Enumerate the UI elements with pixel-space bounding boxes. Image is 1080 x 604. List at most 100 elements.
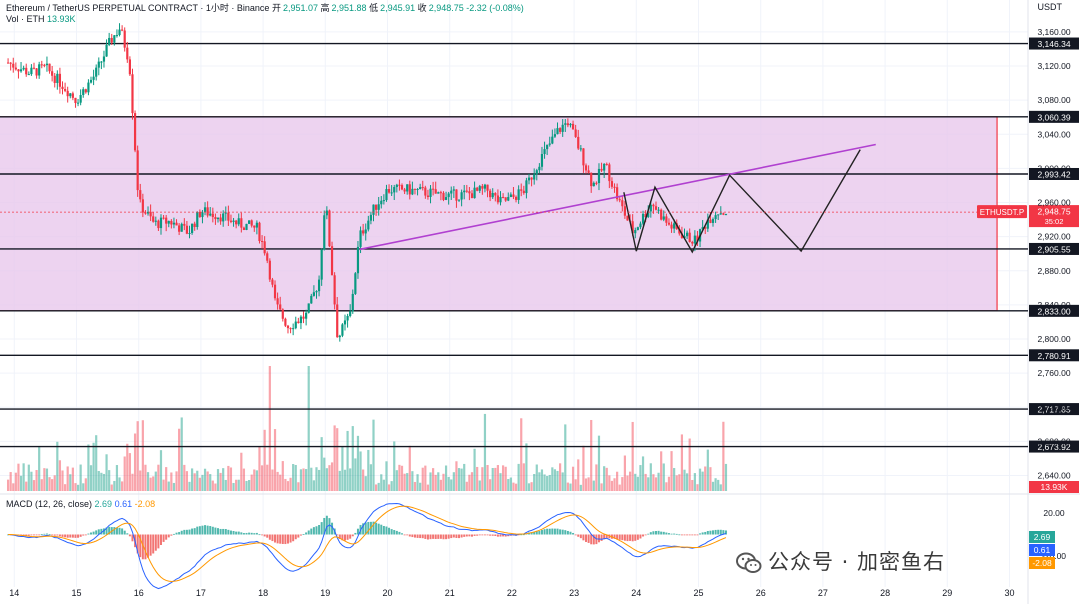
candle-body-245	[641, 213, 645, 224]
volume-bar-203	[533, 474, 536, 491]
macd-hist-62	[167, 534, 170, 538]
macd-layer	[7, 503, 727, 590]
volume-bar-80	[214, 483, 217, 491]
candle-body-89	[237, 218, 240, 225]
macd-hist-122	[323, 517, 326, 535]
volume-bar-210	[551, 467, 554, 491]
x-tick-16: 30	[1004, 588, 1014, 598]
macd-hist-32	[90, 532, 93, 535]
level-label-7: 2,673.92	[1037, 442, 1070, 452]
volume-bar-241	[631, 421, 634, 491]
macd-hist-29	[82, 534, 85, 536]
macd-hist-155	[408, 534, 411, 537]
candle-body-75	[201, 212, 204, 218]
macd-hist-254	[665, 532, 668, 535]
macd-hist-72	[193, 528, 196, 535]
macd-hist-35	[97, 529, 100, 535]
open-value: 2,951.07	[282, 3, 318, 13]
candle-body-156	[411, 188, 414, 195]
candle-body-269	[704, 227, 707, 229]
volume-bar-204	[535, 464, 538, 491]
volume-bar-46	[126, 443, 129, 491]
macd-hist-100	[266, 534, 269, 538]
volume-bar-198	[520, 418, 523, 491]
candle-body-255	[667, 222, 671, 225]
macd-hist-129	[341, 534, 344, 541]
volume-bar-169	[444, 465, 448, 491]
macd-hist-208	[546, 528, 549, 535]
volume-bar-162	[426, 484, 430, 491]
volume-bar-271	[709, 467, 712, 491]
candle-body-129	[341, 324, 344, 336]
trendline	[359, 143, 876, 251]
candle-body-96	[255, 222, 258, 228]
macd-legend: MACD (12, 26, close) 2.69 0.61 -2.08	[6, 499, 155, 509]
volume-bar-255	[667, 476, 671, 491]
volume-bar-112	[297, 482, 300, 491]
macd-hist-106	[281, 534, 284, 544]
macd-hist-131	[346, 534, 349, 540]
macd-hist-97	[258, 534, 261, 536]
low-value: 2,945.91	[380, 3, 416, 13]
candle-body-172	[452, 189, 455, 191]
macd-hist-36	[100, 528, 103, 535]
candle-body-186	[489, 190, 492, 198]
candle-body-251	[657, 209, 660, 211]
volume-bar-168	[442, 473, 445, 491]
candle-body-29	[82, 89, 85, 96]
volume-bar-22	[63, 484, 67, 491]
volume-bar-7	[25, 481, 28, 491]
volume-bar-81	[216, 469, 220, 491]
candle-body-209	[548, 143, 551, 145]
candle-body-259	[678, 229, 681, 234]
candle-body-163	[429, 188, 432, 197]
volume-bar-156	[411, 471, 414, 491]
level-label-6: 2,717.85	[1037, 405, 1070, 415]
candle-body-45	[123, 30, 126, 48]
volume-bar-101	[268, 366, 271, 491]
volume-bar-37	[102, 473, 106, 491]
candle-body-4	[17, 69, 20, 72]
volume-bar-132	[349, 468, 352, 491]
macd-hist-81	[217, 528, 220, 535]
macd-hist-250	[654, 530, 657, 535]
macd-hist-182	[478, 534, 481, 536]
volume-bar-120	[317, 469, 321, 491]
candle-body-67	[180, 223, 183, 232]
macd-hist-232	[608, 534, 611, 539]
volume-bar-201	[527, 483, 531, 491]
macd-hist-64	[172, 533, 175, 535]
volume-bar-118	[312, 480, 315, 491]
macd-hist-185	[486, 534, 489, 536]
macd-hist-109	[289, 534, 292, 543]
level-badge-7	[1029, 440, 1079, 453]
y-tick-5: 2,960.00	[1037, 198, 1070, 208]
macd-hist-261	[683, 534, 686, 536]
macd-line	[8, 503, 727, 590]
macd-hist-206	[540, 529, 543, 535]
volume-bar-142	[374, 484, 378, 491]
volume-bar-235	[616, 471, 619, 491]
candle-body-90	[240, 218, 243, 228]
candle-body-15	[45, 63, 49, 66]
macd-hist-263	[688, 534, 691, 536]
volume-bar-18	[53, 475, 56, 491]
high-label: 高	[320, 3, 330, 13]
macd-hist-173	[455, 534, 458, 538]
x-tick-12: 26	[756, 588, 766, 598]
x-tick-8: 22	[507, 588, 517, 598]
volume-bar-52	[141, 420, 144, 491]
candle-body-161	[424, 187, 427, 196]
macd-hist-239	[626, 534, 629, 542]
macd-hist-209	[548, 528, 551, 535]
macd-hist-187	[491, 534, 494, 536]
volume-bar-194	[509, 477, 512, 491]
candle-body-10	[32, 67, 36, 69]
volume-bar-195	[512, 482, 515, 491]
x-tick-4: 18	[258, 588, 268, 598]
x-tick-0: 14	[9, 588, 19, 598]
volume-bar-60	[162, 479, 165, 491]
x-tick-1: 15	[71, 588, 81, 598]
candle-body-55	[149, 211, 152, 217]
